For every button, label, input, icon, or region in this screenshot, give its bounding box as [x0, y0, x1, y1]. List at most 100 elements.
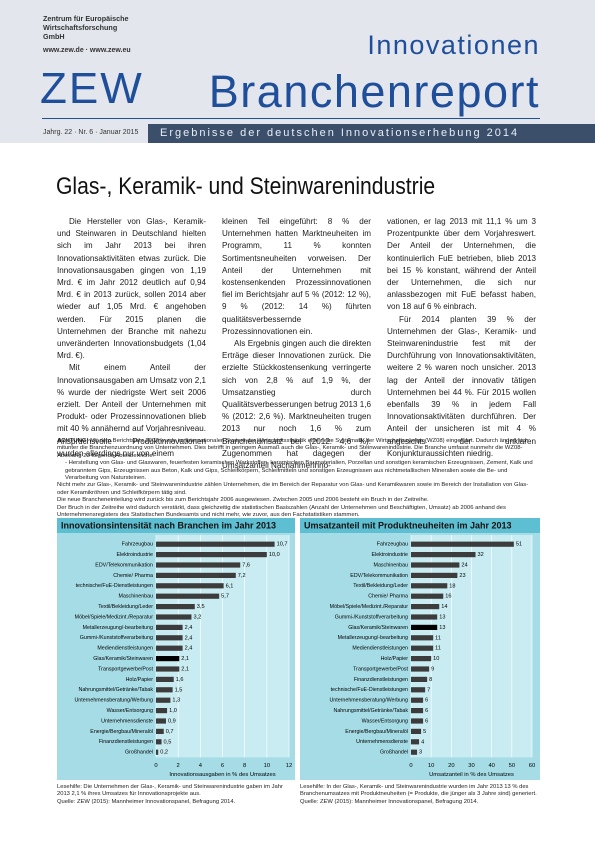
- value-label: 6: [425, 718, 428, 724]
- bar: [156, 583, 224, 589]
- bar: [411, 718, 424, 724]
- note-text: Mit dem Berichtsjahr 2008 wurde im inter…: [57, 438, 529, 459]
- value-label: 9: [431, 666, 434, 672]
- bar: [156, 697, 171, 703]
- category-label: Elektroindustrie: [371, 552, 408, 558]
- category-label: Maschinenbau: [119, 594, 154, 600]
- category-label: EDV/Telekommunikation: [95, 562, 153, 568]
- header-rule: [42, 118, 540, 119]
- category-label: Nahrungsmittel/Getränke/Tabak: [79, 687, 154, 693]
- chart-caption: Lesehilfe: In der Glas-, Keramik- und St…: [300, 784, 540, 806]
- paragraph: Die Hersteller von Glas-, Keramik- und S…: [57, 217, 206, 361]
- category-label: technische/FuE-Dienstleistungen: [331, 687, 408, 693]
- category-label: Unternehmensberatung/Werbung: [329, 698, 408, 704]
- category-label: Nahrungsmittel/Getränke/Tabak: [334, 708, 409, 714]
- value-label: 3,5: [197, 604, 205, 610]
- category-label: Holz/Papier: [126, 677, 154, 683]
- value-label: 2,1: [181, 656, 189, 662]
- note-paragraph: - Herstellung von Glas- und Glaswaren, f…: [65, 460, 533, 482]
- note-paragraph: Nicht mehr zur Glas-, Keramik- und Stein…: [57, 482, 529, 496]
- category-label: Glas/Keramik/Steinwaren: [348, 625, 408, 631]
- value-label: 11: [435, 646, 441, 652]
- value-label: 51: [516, 542, 522, 548]
- bar: [411, 697, 424, 703]
- value-label: 6,1: [226, 583, 234, 589]
- bar: [411, 749, 418, 755]
- value-label: 7,2: [238, 573, 246, 579]
- category-label: Gummi-/Kunststoffverarbeitung: [335, 614, 408, 620]
- x-tick-label: 0: [154, 763, 157, 769]
- value-label: 16: [445, 594, 451, 600]
- bar: [156, 593, 220, 599]
- category-label: Metallerzeugung/-bearbeitung: [83, 625, 153, 631]
- x-tick-label: 12: [286, 763, 292, 769]
- bar: [411, 624, 438, 630]
- value-label: 0,5: [164, 739, 172, 745]
- caption-line: Quelle: ZEW (2015): Mannheimer Innovatio…: [57, 798, 236, 805]
- value-label: 2,4: [185, 625, 193, 631]
- subtitle: Ergebnisse der deutschen Innovationserhe…: [160, 127, 520, 139]
- value-label: 7: [427, 687, 430, 693]
- category-label: Gummi-/Kunststoffverarbeitung: [80, 635, 153, 641]
- category-label: Textil/Bekleidung/Leder: [353, 583, 408, 589]
- x-tick-label: 0: [409, 763, 412, 769]
- value-label: 5,7: [221, 594, 229, 600]
- bar: [156, 656, 180, 662]
- paragraph: vationen, er lag 2013 mit 11,1 % um 3 Pr…: [387, 217, 536, 312]
- value-label: 1,5: [175, 687, 183, 693]
- caption-line: Lesehilfe: In der Glas-, Keramik- und St…: [300, 784, 537, 798]
- bar: [156, 687, 173, 693]
- x-tick-label: 4: [199, 763, 203, 769]
- chart-title-bar: [57, 518, 295, 533]
- bar: [156, 708, 168, 714]
- bar: [411, 614, 438, 620]
- value-label: 5: [423, 729, 426, 735]
- page-title: Glas-, Keramik- und Steinwarenindustrie: [56, 173, 436, 200]
- text-column: vationen, er lag 2013 mit 11,1 % um 3 Pr…: [387, 216, 536, 460]
- value-label: 6: [425, 698, 428, 704]
- category-label: Finanzdienstleistungen: [99, 739, 153, 745]
- category-label: Transportgewerbe/Post: [353, 666, 408, 672]
- x-tick-label: 40: [488, 763, 494, 769]
- bar: [411, 708, 424, 714]
- category-label: Transportgewerbe/Post: [98, 666, 153, 672]
- value-label: 18: [449, 583, 455, 589]
- value-label: 13: [439, 625, 445, 631]
- bar: [156, 749, 159, 755]
- bar: [156, 718, 166, 724]
- value-label: 2,4: [185, 646, 193, 652]
- bar: [156, 614, 192, 620]
- bar: [156, 624, 183, 630]
- category-label: technische/FuE-Dienstleistungen: [76, 583, 153, 589]
- bar: [411, 572, 458, 578]
- category-label: Textil/Bekleidung/Leder: [98, 604, 153, 610]
- value-label: 14: [441, 604, 447, 610]
- chart-caption: Lesehilfe: Die Unternehmen der Glas-, Ke…: [57, 784, 295, 806]
- chart: Innovationsintensität nach Branchen im J…: [57, 518, 295, 780]
- x-tick-label: 20: [448, 763, 454, 769]
- paragraph: Für 2014 planten 39 % der Unternehmen de…: [387, 314, 536, 458]
- bar: [156, 676, 174, 682]
- value-label: 1,3: [172, 698, 180, 704]
- note-label: ACHTUNG:: [57, 438, 89, 444]
- value-label: 11: [435, 635, 441, 641]
- institute: Zentrum für Europäische Wirtschaftsforsc…: [43, 14, 129, 41]
- logo: ZEW: [40, 64, 144, 113]
- category-label: EDV/Telekommunikation: [350, 573, 408, 579]
- category-label: Maschinenbau: [374, 562, 409, 568]
- bar: [156, 645, 183, 651]
- chart: Umsatzanteil mit Produktneuheiten im Jah…: [300, 518, 540, 780]
- bar: [411, 583, 448, 589]
- note: ACHTUNG: Mit dem Berichtsjahr 2008 wurde…: [57, 438, 540, 519]
- x-tick-label: 8: [243, 763, 246, 769]
- category-label: Großhandel: [125, 750, 153, 756]
- category-label: Unternehmensdienste: [101, 718, 153, 724]
- category-label: Wasser/Entsorgung: [362, 718, 408, 724]
- bar: [411, 541, 514, 547]
- value-label: 13: [439, 614, 445, 620]
- x-tick-label: 2: [177, 763, 180, 769]
- x-tick-label: 60: [529, 763, 535, 769]
- bar: [411, 562, 460, 568]
- x-axis-label: Umsatzanteil in % des Umsatzes: [429, 772, 514, 778]
